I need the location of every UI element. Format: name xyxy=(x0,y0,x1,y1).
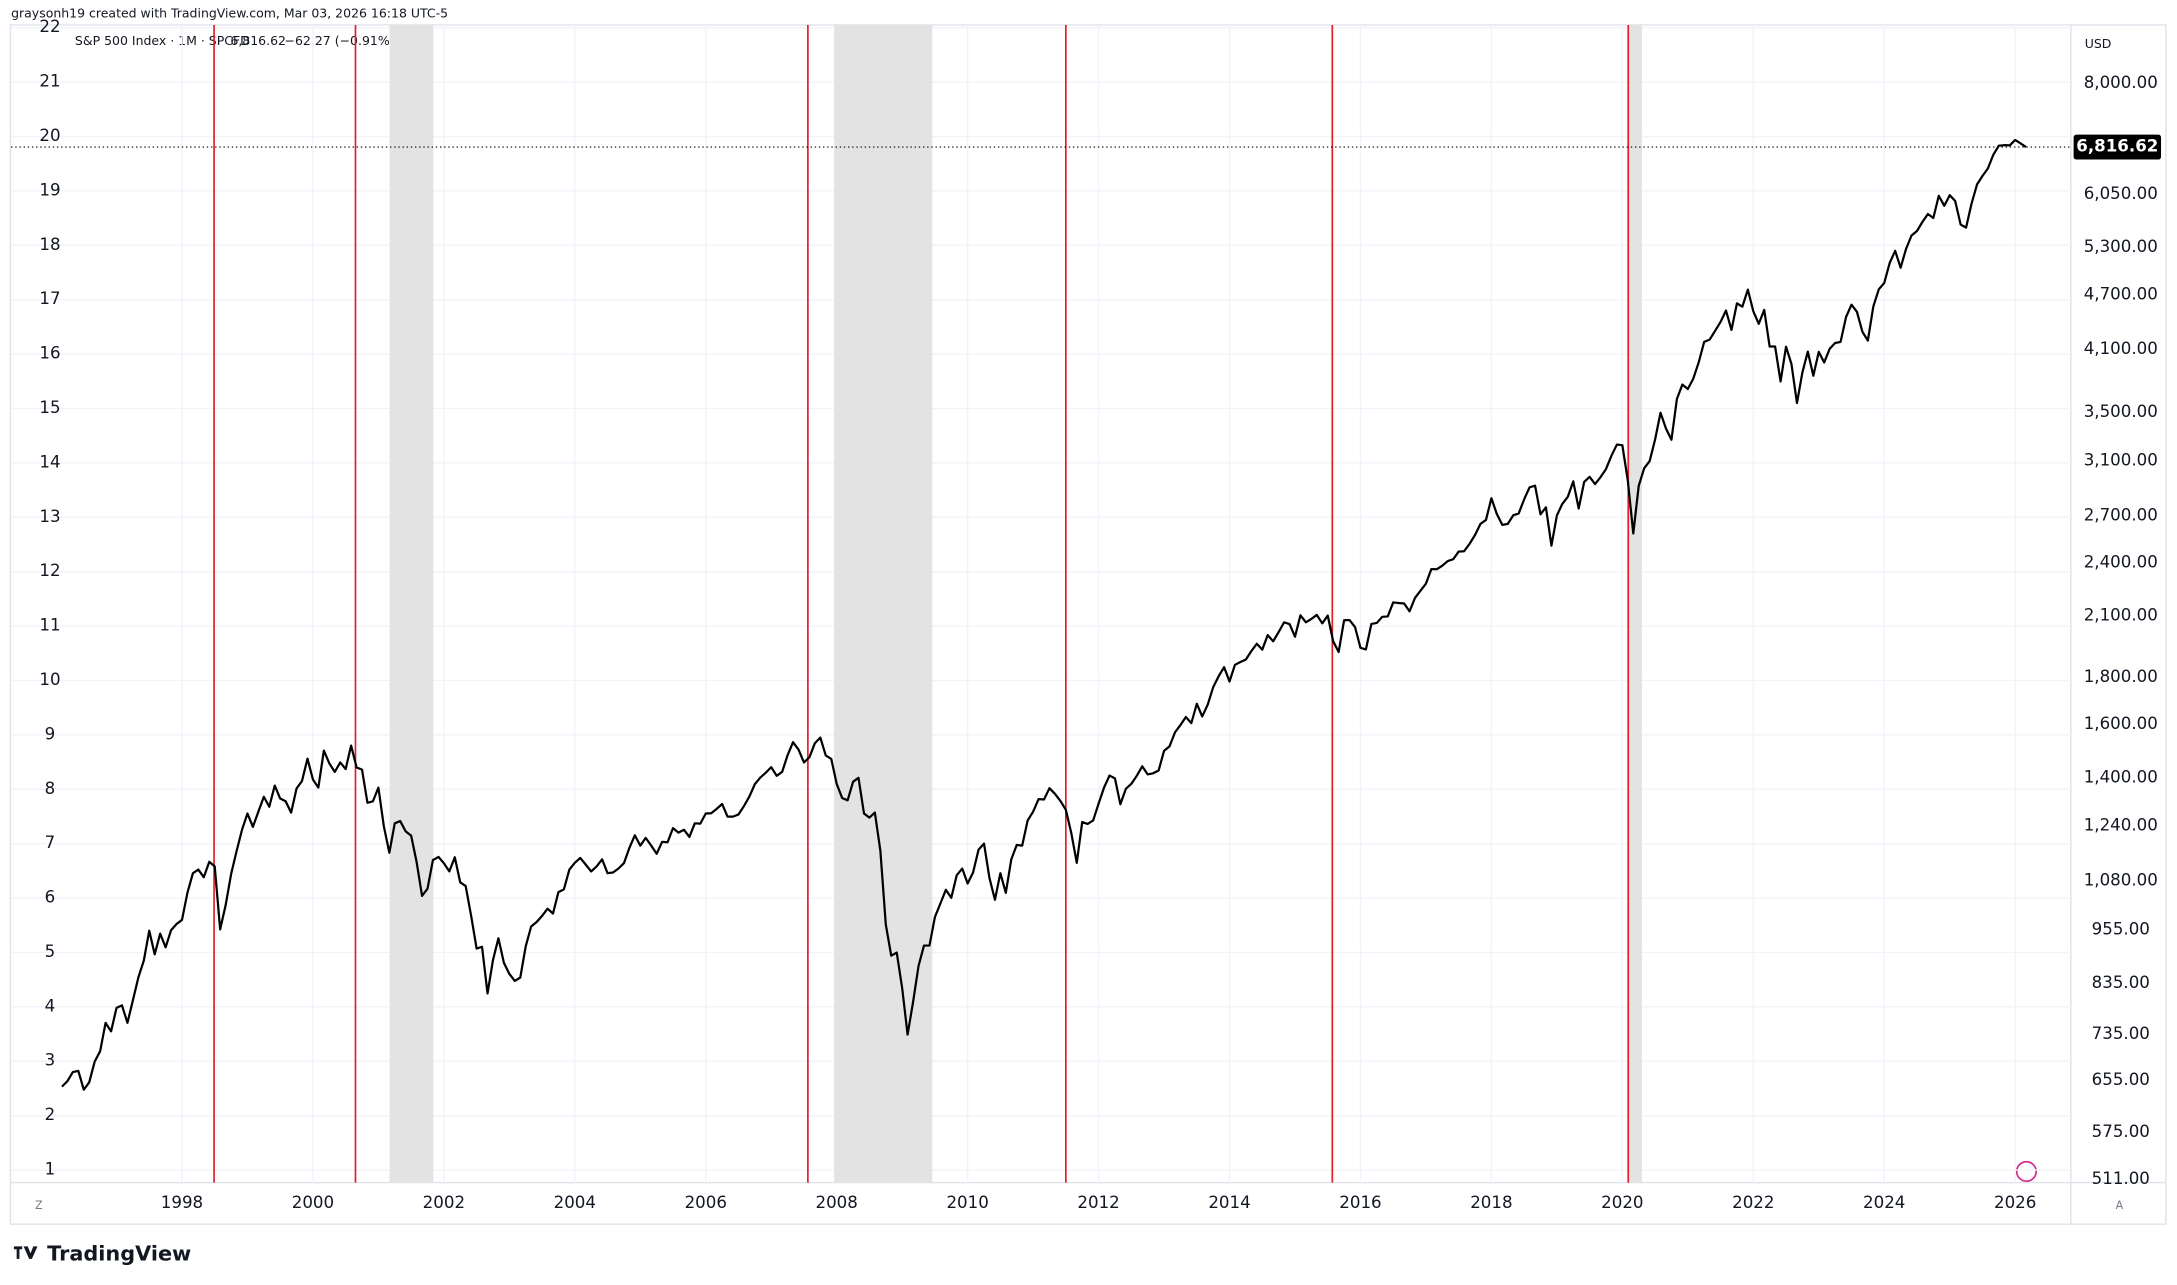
y-tick-label: 20 xyxy=(39,126,60,145)
y2-tick-label: 3,500.00 xyxy=(2084,402,2158,421)
frame xyxy=(9,24,2167,1225)
y-tick-label: 19 xyxy=(39,180,60,199)
y-tick-label: 7 xyxy=(45,833,56,852)
legend-change: −62.27 (−0.91%) xyxy=(285,33,395,48)
y2-tick-label: 2,700.00 xyxy=(2084,506,2158,525)
y-tick-label: 18 xyxy=(39,235,60,254)
y2-tick-label: 1,240.00 xyxy=(2084,816,2158,835)
y-tick-label: 2 xyxy=(45,1105,56,1124)
shaded-span xyxy=(1628,24,1642,1183)
y2-tick-label: 1,800.00 xyxy=(2084,667,2158,686)
alert-icon[interactable] xyxy=(2015,1160,2037,1183)
y-tick-label: 1 xyxy=(45,1160,56,1179)
y2-tick-label: 4,100.00 xyxy=(2084,339,2158,358)
y-tick-label: 12 xyxy=(39,561,60,580)
y2-tick-label: 835.00 xyxy=(2092,973,2150,992)
header: graysonh19 created with TradingView.com,… xyxy=(11,5,448,20)
shaded-span xyxy=(389,24,434,1183)
x-tick-label: 2014 xyxy=(1208,1193,1250,1212)
y2-tick-label: 1,400.00 xyxy=(2084,767,2158,786)
x-tick-label: 2024 xyxy=(1863,1193,1905,1212)
brand: TradingView xyxy=(47,1242,191,1266)
x-tick-label: 2018 xyxy=(1470,1193,1512,1212)
y-tick-label: 6 xyxy=(45,888,56,907)
x-tick-label: 2026 xyxy=(1994,1193,2036,1212)
price-label-bg xyxy=(2073,134,2162,160)
y-tick-label: 8 xyxy=(45,779,56,798)
plot-layer xyxy=(11,24,2071,1183)
y2-tick-label: 1,080.00 xyxy=(2084,871,2158,890)
brand-logo xyxy=(13,1246,38,1259)
y-tick-label: 15 xyxy=(39,398,60,417)
x-tick-label: 2010 xyxy=(946,1193,988,1212)
x-tick-label: 2002 xyxy=(423,1193,465,1212)
y2-tick-label: 4,700.00 xyxy=(2084,285,2158,304)
y2-tick-label: 1,600.00 xyxy=(2084,714,2158,733)
x-tick-label: 2008 xyxy=(816,1193,858,1212)
y2-tick-label: 655.00 xyxy=(2092,1070,2150,1089)
y-tick-label: 17 xyxy=(39,289,60,308)
y2-tick-label: 511.00 xyxy=(2092,1169,2150,1188)
y2-tick-label: 2,100.00 xyxy=(2084,606,2158,625)
x-tick-label: 2012 xyxy=(1077,1193,1119,1212)
x-tick-label: 2020 xyxy=(1601,1193,1643,1212)
price-label: 6,816.62 xyxy=(2076,137,2158,156)
y-tick-label: 9 xyxy=(45,724,56,743)
log-toggle[interactable]: Z xyxy=(35,1199,43,1212)
x-tick-label: 1998 xyxy=(161,1193,203,1212)
x-tick-label: 2006 xyxy=(685,1193,727,1212)
x-tick-label: 2000 xyxy=(292,1193,334,1212)
y2-tick-label: 575.00 xyxy=(2092,1122,2150,1141)
y-tick-label: 3 xyxy=(45,1051,56,1070)
x-tick-label: 2004 xyxy=(554,1193,596,1212)
x-tick-label: 2016 xyxy=(1339,1193,1381,1212)
y-tick-label: 22 xyxy=(39,17,60,36)
currency: USD xyxy=(2085,36,2112,51)
shaded-span xyxy=(834,24,933,1183)
price-series xyxy=(61,138,2027,1091)
auto-toggle[interactable]: A xyxy=(2116,1199,2124,1212)
y2-tick-label: 2,400.00 xyxy=(2084,553,2158,572)
y2-tick-label: 735.00 xyxy=(2092,1024,2150,1043)
y2-tick-label: 6,050.00 xyxy=(2084,184,2158,203)
y-tick-label: 14 xyxy=(39,452,60,471)
y-tick-label: 21 xyxy=(39,72,60,91)
y-tick-label: 10 xyxy=(39,670,60,689)
y2-tick-label: 3,100.00 xyxy=(2084,451,2158,470)
y2-tick-label: 5,300.00 xyxy=(2084,237,2158,256)
y-tick-label: 16 xyxy=(39,344,60,363)
y-tick-label: 4 xyxy=(45,996,56,1015)
x-tick-label: 2022 xyxy=(1732,1193,1774,1212)
legend-symbol: S&P 500 Index · 1M · SPCFD xyxy=(75,33,250,48)
y-tick-label: 5 xyxy=(45,942,56,961)
y2-tick-label: 955.00 xyxy=(2092,920,2150,939)
y-tick-label: 11 xyxy=(39,616,60,635)
y-tick-label: 13 xyxy=(39,507,60,526)
y2-tick-label: 8,000.00 xyxy=(2084,73,2158,92)
legend-price: 6,816.62 xyxy=(230,33,286,48)
